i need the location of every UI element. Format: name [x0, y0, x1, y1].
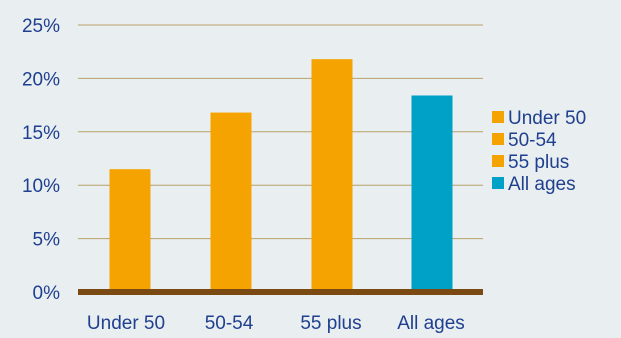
legend-label: All ages	[508, 174, 576, 195]
legend-label: 50-54	[508, 130, 557, 151]
bar-55-plus	[311, 59, 353, 293]
y-tick-label: 5%	[33, 230, 61, 251]
x-tick-label: 55 plus	[300, 313, 361, 333]
legend-item-under-50: Under 50	[492, 108, 586, 129]
y-tick-label: 20%	[22, 69, 60, 90]
legend-item-50-54: 50-54	[492, 130, 557, 151]
legend-item-all-ages: All ages	[492, 174, 576, 195]
y-tick-label: 10%	[22, 176, 60, 197]
legend-swatch	[492, 133, 504, 145]
legend-swatch	[492, 155, 504, 167]
legend-label: Under 50	[508, 108, 586, 129]
x-tick-label: All ages	[397, 313, 465, 333]
y-tick-label: 0%	[33, 283, 61, 304]
x-tick-label: Under 50	[87, 313, 165, 333]
x-axis	[78, 289, 483, 295]
y-tick-label: 15%	[22, 123, 60, 144]
legend-item-55-plus: 55 plus	[492, 152, 569, 173]
bar-under-50	[109, 169, 151, 292]
legend-swatch	[492, 177, 504, 189]
x-tick-label: 50-54	[205, 313, 254, 333]
bar-all-ages	[411, 95, 453, 292]
y-tick-labels: 0% 5% 10% 15% 20% 25%	[22, 16, 60, 304]
legend-label: 55 plus	[508, 152, 569, 173]
legend-swatch	[492, 111, 504, 123]
bar-50-54	[210, 112, 252, 293]
bars	[109, 59, 453, 293]
x-axis-line	[78, 289, 483, 295]
y-tick-label: 25%	[22, 16, 60, 37]
x-tick-labels: Under 50 50-54 55 plus All ages	[87, 313, 465, 334]
